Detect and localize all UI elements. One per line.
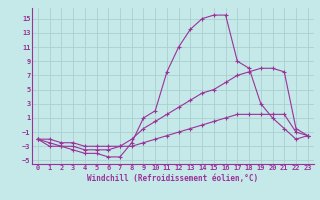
X-axis label: Windchill (Refroidissement éolien,°C): Windchill (Refroidissement éolien,°C) — [87, 174, 258, 183]
